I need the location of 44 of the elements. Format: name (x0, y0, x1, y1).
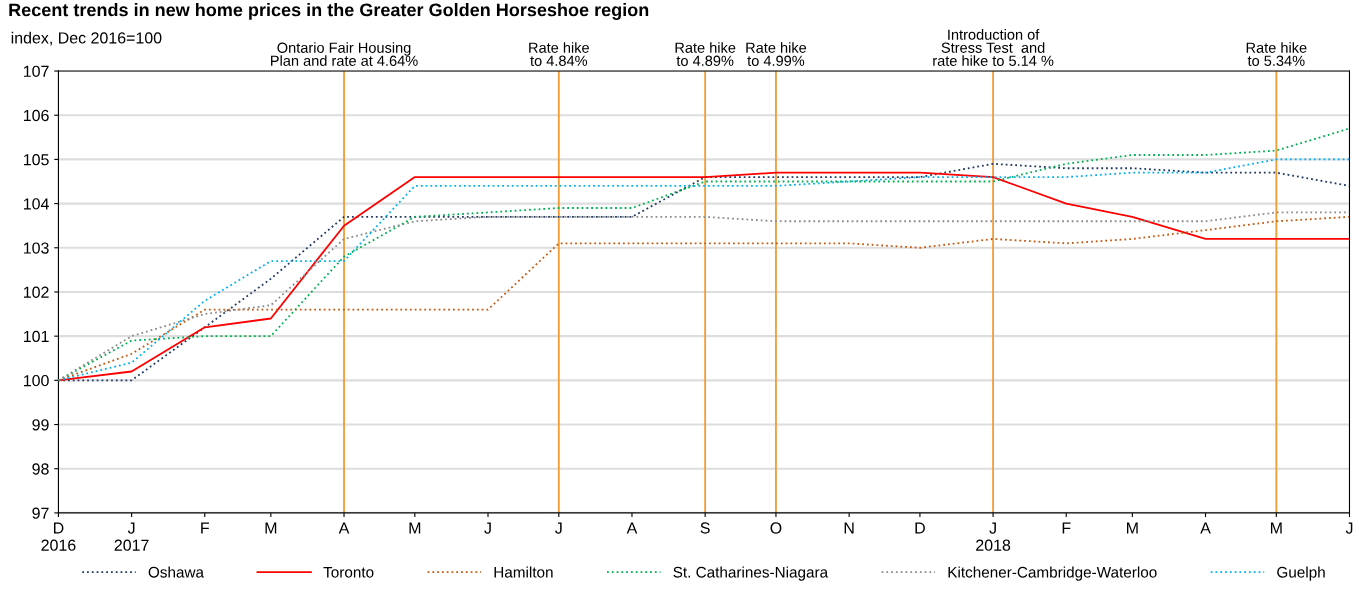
x-tick-label: M (1270, 522, 1282, 534)
y-tick-label: 99 (32, 419, 49, 431)
y-tick-label: 107 (23, 65, 49, 77)
legend-label: Guelph (1277, 566, 1325, 581)
y-tick-label: 100 (23, 374, 49, 387)
legend-label: Oshawa (148, 566, 204, 578)
x-tick-label: J (555, 522, 562, 534)
x-tick-label: M (409, 522, 421, 534)
legend-label: St. Catharines-Niagara (673, 566, 829, 581)
y-tick-label: 101 (23, 330, 49, 343)
x-tick-label: M (265, 522, 277, 534)
y-tick-label: 97 (32, 507, 49, 519)
x-tick-label: S (700, 522, 710, 534)
chart-title: Recent trends in new home prices in the Greater Golden Horseshoe region (9, 3, 649, 20)
y-tick-label: 106 (23, 109, 49, 122)
y-tick-label: 103 (23, 242, 49, 254)
y-tick-label: 102 (23, 286, 49, 298)
x-tick-label: J (1345, 522, 1353, 534)
legend-label: Toronto (323, 566, 374, 578)
x-tick-label: D (915, 522, 925, 534)
x-tick-label: F (201, 522, 210, 534)
x-tick-label: F (1062, 522, 1071, 534)
x-tick-label: J 2018 (976, 522, 1011, 551)
ref-line-label: Rate hike to 5.34% (1246, 42, 1307, 66)
ref-line-label: Rate hike to 4.89% (675, 42, 736, 66)
ref-line-label: Introduction of Stress Test and rate hike to 5.14 % (933, 29, 1054, 66)
y-tick-label: 105 (23, 154, 49, 166)
x-tick-label: O (770, 522, 782, 534)
legend-label: Kitchener-Cambridge-Waterloo (948, 566, 1157, 581)
y-axis-title: index, Dec 2016=100 (11, 31, 162, 46)
ref-line-label: Rate hike to 4.99% (746, 42, 807, 66)
ref-line-label: Rate hike to 4.84% (529, 42, 589, 66)
x-tick-label: A (1200, 522, 1211, 534)
x-tick-label: M (1127, 522, 1138, 534)
x-tick-label: J (484, 522, 491, 534)
legend-label: Hamilton (494, 566, 553, 578)
x-tick-label: A (338, 522, 350, 534)
x-tick-label: N (844, 522, 854, 534)
x-tick-label: A (626, 522, 638, 534)
y-tick-label: 98 (32, 463, 49, 475)
ref-line-label: Ontario Fair Housing Plan and rate at 4.64% (271, 42, 418, 66)
y-tick-label: 104 (23, 198, 49, 210)
x-tick-label: J 2017 (114, 522, 149, 551)
x-tick-label: D 2016 (41, 522, 76, 551)
